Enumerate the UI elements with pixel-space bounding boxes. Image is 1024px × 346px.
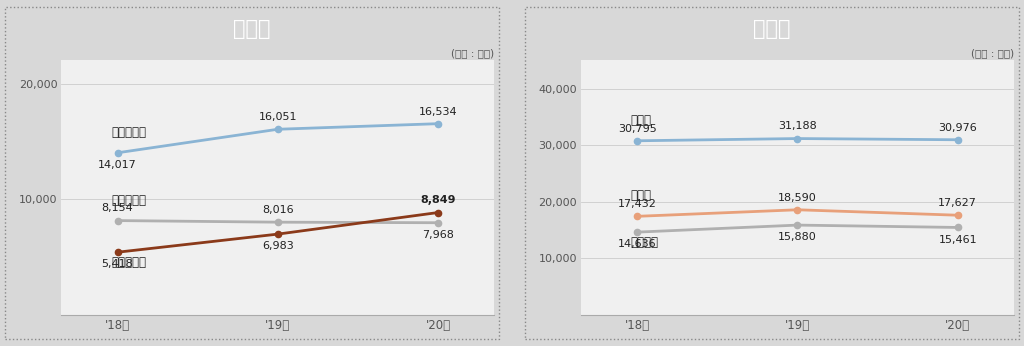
Text: 부품비: 부품비	[631, 114, 652, 127]
Text: 6,983: 6,983	[262, 241, 294, 251]
Text: 16,051: 16,051	[258, 112, 297, 122]
Text: 5,418: 5,418	[101, 260, 133, 269]
Text: 한방의료비: 한방의료비	[112, 256, 146, 270]
Text: 향후치료비: 향후치료비	[112, 126, 146, 139]
Text: 양방의료비: 양방의료비	[112, 193, 146, 207]
Text: 글보상: 글보상	[753, 18, 791, 38]
Text: 15,880: 15,880	[778, 232, 817, 242]
Text: 30,795: 30,795	[617, 124, 656, 134]
Text: 14,636: 14,636	[617, 239, 656, 249]
Text: 17,432: 17,432	[617, 199, 656, 209]
Text: 15,461: 15,461	[938, 235, 977, 245]
Text: 8,154: 8,154	[101, 203, 133, 213]
Text: 30,976: 30,976	[938, 122, 977, 133]
Text: (단위 : 억원): (단위 : 억원)	[451, 48, 494, 58]
Text: 도장비: 도장비	[631, 189, 652, 202]
Text: 8,016: 8,016	[262, 205, 294, 215]
Text: 17,627: 17,627	[938, 198, 977, 208]
Text: 14,017: 14,017	[98, 160, 137, 170]
Text: 16,534: 16,534	[419, 107, 458, 117]
Text: 18,590: 18,590	[778, 193, 817, 203]
Text: 31,188: 31,188	[778, 121, 817, 131]
Text: 인보상: 인보상	[233, 18, 271, 38]
Text: (단위 : 억원): (단위 : 억원)	[971, 48, 1014, 58]
Text: 7,968: 7,968	[422, 230, 454, 240]
Text: 정비공임: 정비공임	[631, 236, 658, 249]
Text: 8,849: 8,849	[420, 195, 456, 206]
